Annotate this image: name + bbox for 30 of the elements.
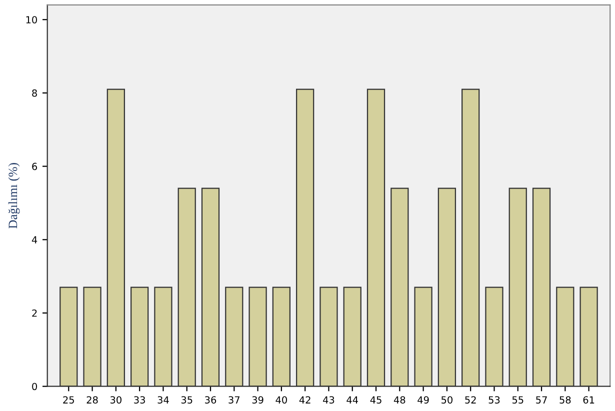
y-tick-label: 0 [32,382,37,390]
x-tick-label: 53 [488,396,500,404]
x-tick-label: 28 [86,396,98,404]
x-tick-label: 50 [442,396,452,404]
x-tick-label: 52 [465,396,476,404]
x-tick-label: 58 [560,396,571,404]
x-tick-label: 44 [346,396,358,404]
x-tick-label: 45 [370,396,382,404]
y-axis-title: Dağılımı (%) [8,163,20,228]
y-tick-label: 2 [32,309,37,317]
x-tick-label: 35 [181,396,192,404]
x-tick-label: 36 [205,396,216,404]
y-tick-label: 8 [32,89,37,97]
x-tick-label: 37 [228,396,240,404]
x-tick-label: 49 [418,396,429,404]
x-tick-label: 40 [276,396,287,404]
x-tick-label: 48 [394,396,406,404]
x-tick-label: 57 [536,396,547,404]
y-tick-label: 6 [32,162,38,170]
y-tick-label: 10 [26,16,37,24]
y-tick-label: 4 [32,236,38,244]
x-tick-label: 39 [252,396,264,404]
x-tick-label: 30 [110,396,122,404]
x-tick-label: 25 [63,396,74,404]
x-tick-label: 33 [134,396,145,404]
x-tick-label: 61 [583,396,594,404]
x-tick-label: 42 [299,396,310,404]
x-tick-label: 43 [323,396,334,404]
x-tick-label: 34 [158,396,169,404]
x-tick-label: 55 [512,396,524,404]
